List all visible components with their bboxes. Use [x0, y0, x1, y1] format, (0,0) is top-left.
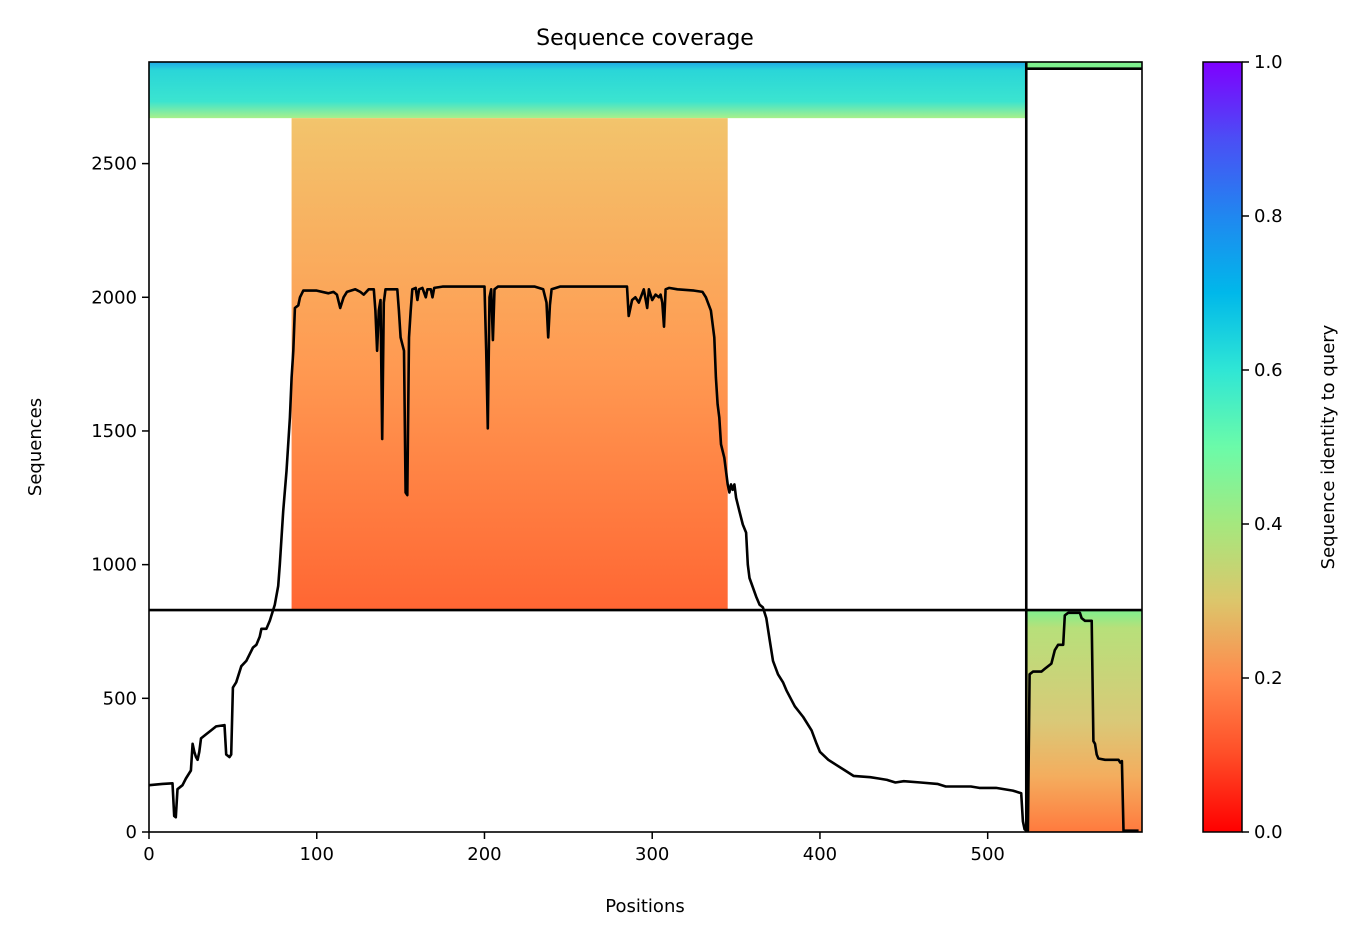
colorbar-label: Sequence identity to query: [1318, 324, 1339, 569]
x-tick-label: 0: [143, 844, 154, 865]
y-tick-label: 2000: [91, 287, 137, 308]
colorbar-tick-label: 0.6: [1254, 360, 1283, 381]
chart-title: Sequence coverage: [536, 26, 754, 51]
colorbar-tick-label: 0.8: [1254, 206, 1283, 227]
y-axis: 0 500 1000 1500 2000 2500: [91, 154, 149, 843]
colorbar-tick-label: 0.0: [1254, 822, 1283, 843]
plot-frame: [148, 61, 1143, 833]
y-tick-label: 0: [126, 822, 137, 843]
y-axis-label: Sequences: [25, 398, 46, 496]
x-tick-label: 100: [300, 844, 334, 865]
y-tick-label: 500: [103, 688, 137, 709]
coverage-line-layer: [149, 285, 1139, 832]
colorbar: [1202, 61, 1243, 833]
y-tick-label: 2500: [91, 154, 137, 175]
coverage-line: [149, 285, 1139, 832]
coverage-blocks: [149, 62, 1142, 832]
coverage-block-chain2-unpaired: [1026, 610, 1142, 832]
x-tick-label: 400: [803, 844, 837, 865]
x-axis-label: Positions: [605, 896, 684, 917]
y-tick-label: 1000: [91, 555, 137, 576]
colorbar-axis: 0.0 0.2 0.4 0.6 0.8 1.0: [1242, 52, 1283, 843]
y-tick-label: 1500: [91, 421, 137, 442]
boundary-lines: [149, 62, 1142, 832]
colorbar-tick-label: 1.0: [1254, 52, 1283, 73]
x-tick-label: 500: [971, 844, 1005, 865]
coverage-block-chain1-unpaired: [291, 118, 728, 611]
x-axis: 0 100 200 300 400 500: [143, 832, 1005, 865]
coverage-block-chain1-paired-high-identity: [149, 62, 1027, 119]
x-tick-label: 300: [635, 844, 669, 865]
colorbar-tick-label: 0.4: [1254, 514, 1283, 535]
colorbar-tick-label: 0.2: [1254, 668, 1283, 689]
coverage-block-chain2-paired: [1026, 62, 1142, 69]
x-tick-label: 200: [467, 844, 501, 865]
